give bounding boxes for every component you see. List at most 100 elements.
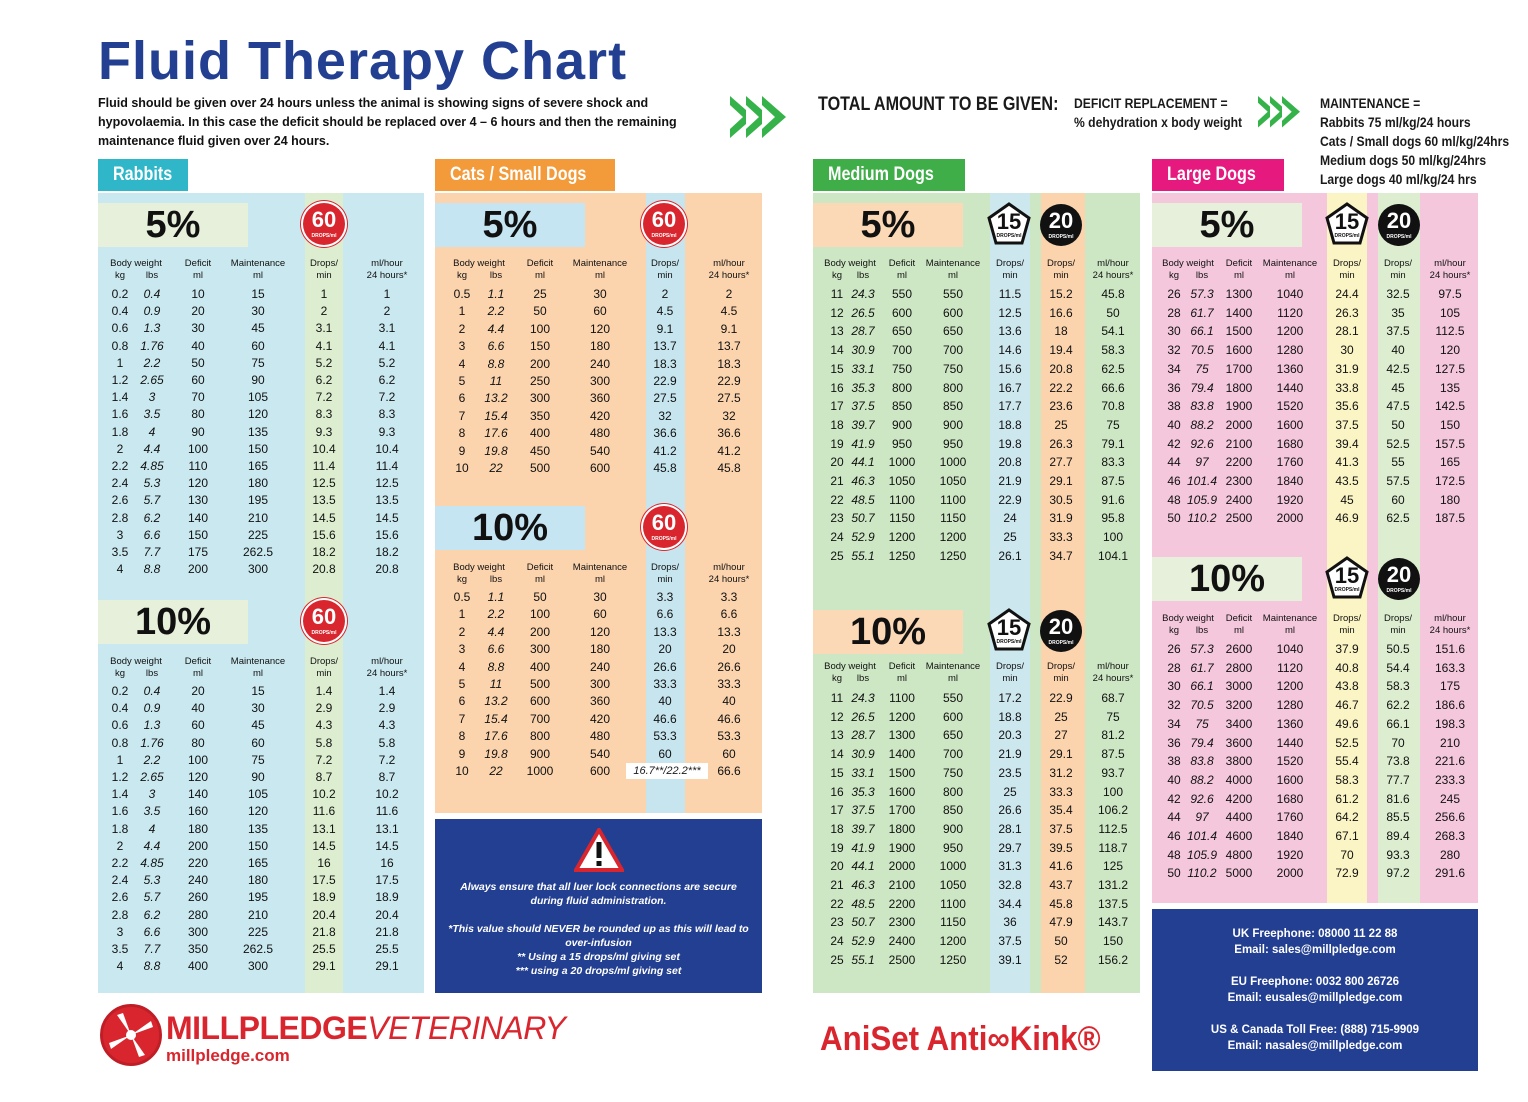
table-cell: 1440: [1276, 380, 1304, 395]
table-cell: 150: [1439, 417, 1461, 432]
table-cell: 600: [529, 694, 551, 709]
table-cell: 52.9: [851, 530, 875, 545]
table-cell: 245: [1439, 791, 1461, 806]
table-cell: 1280: [1276, 698, 1304, 713]
table-cell: 5.8: [315, 735, 333, 750]
table-cell: 16: [830, 380, 844, 395]
table-cell: 18: [1054, 324, 1068, 339]
table-cell: 2.6: [111, 890, 129, 905]
table-cell: 1500: [1225, 324, 1253, 339]
table-row: 40 88.2 4000 1600 58.3 77.7 233.3: [1152, 772, 1482, 790]
table-cell: 16.7: [998, 380, 1022, 395]
table-row: 1 2.2 50 75 5.2 5.2: [98, 355, 428, 373]
drops-column-stripe: [646, 193, 685, 813]
table-cell: 150: [187, 527, 209, 542]
table-cell: 3: [148, 787, 156, 802]
table-cell: 50: [1391, 417, 1405, 432]
table-cell: 26.6: [653, 659, 677, 674]
table-cell: 5.2: [315, 355, 333, 370]
millpledge-logo-icon: [100, 1004, 162, 1066]
header-body-weight: Body weight: [110, 656, 162, 667]
table-row: 18 39.7 1800 900 28.1 37.5 112.5: [813, 821, 1143, 839]
table-cell: 750: [942, 765, 964, 780]
table-row: 3.5 7.7 175 262.5 18.2 18.2: [98, 544, 428, 562]
table-cell: 15.2: [1049, 287, 1073, 301]
section-tab: Rabbits: [98, 159, 188, 191]
table-cell: 50.5: [1386, 642, 1410, 656]
table-cell: 18.9: [375, 890, 399, 905]
table-cell: 52: [1054, 952, 1068, 967]
table-row: 12 26.5 1200 600 18.8 25 75: [813, 709, 1143, 727]
table-cell: 19.8: [998, 436, 1022, 451]
table-cell: 400: [529, 426, 551, 441]
table-cell: 1200: [1276, 679, 1304, 694]
badge-number: 20: [1048, 208, 1074, 233]
table-cell: 850: [891, 399, 913, 414]
table-cell: 900: [891, 417, 913, 432]
table-cell: 14.6: [998, 343, 1022, 358]
table-cell: 9.1: [720, 321, 738, 336]
table-cell: 41.2: [653, 443, 677, 458]
table-cell: 83.8: [1190, 399, 1214, 414]
drops-15-badge-icon: 15 DROPS/ml: [1325, 556, 1369, 600]
maintenance-line: Cats / Small dogs 60 ml/kg/24hrs: [1320, 134, 1510, 149]
table-cell: 2.8: [111, 907, 129, 922]
table-cell: 125: [1102, 859, 1124, 874]
table-row: 1.8 4 180 135 13.1 13.1: [98, 821, 428, 839]
table-cell: 21.9: [998, 747, 1022, 762]
table-cell: 5.7: [143, 493, 161, 508]
table-cell: 33.3: [653, 677, 677, 691]
table-cell: 1: [458, 304, 466, 319]
table-cell: 55.4: [1335, 754, 1359, 769]
table-cell: 42.5: [1386, 361, 1410, 376]
table-cell: 9.3: [315, 424, 333, 439]
header-ml-hour: ml/hour: [1434, 613, 1466, 624]
table-cell: 2: [116, 838, 124, 853]
table-cell: 58.3: [1335, 772, 1359, 787]
header-drops-min-unit: min: [1339, 270, 1355, 281]
table-row: 1.6 3.5 160 120 11.6 11.6: [98, 803, 428, 821]
table-cell: 38: [1167, 754, 1181, 769]
table-row: 22 48.5 1100 1100 22.9 30.5 91.6: [813, 492, 1143, 510]
table-cell: 3: [458, 642, 466, 657]
table-cell: 60: [191, 718, 205, 733]
table-row: 3 6.6 150 225 15.6 15.6: [98, 527, 428, 545]
table-cell: 52.5: [1386, 436, 1410, 451]
table-cell: 0.5: [453, 287, 471, 301]
drops-20-badge-icon: 20 DROPS/ml: [1040, 204, 1082, 246]
table-cell: 27: [1054, 728, 1068, 743]
table-cell: 4: [116, 959, 124, 974]
table-row: 0.6 1.3 60 45 4.3 4.3: [98, 717, 428, 735]
table-cell: 300: [529, 391, 551, 406]
header-ml-hour-unit: 24 hours*: [366, 270, 408, 281]
table-row: 44 97 2200 1760 41.3 55 165: [1152, 454, 1482, 472]
table-cell: 30.9: [851, 747, 875, 762]
table-cell: 18.2: [375, 545, 399, 559]
table-cell: 54.1: [1101, 324, 1125, 339]
table-cell: 2: [116, 441, 124, 456]
table-cell: 143.7: [1097, 915, 1129, 930]
table-cell: 2600: [1225, 642, 1253, 656]
table-cell: 240: [187, 873, 209, 888]
intro-text: Fluid should be given over 24 hours unle…: [98, 96, 677, 148]
table-cell: 89.4: [1386, 829, 1410, 843]
table-cell: 3.1: [378, 321, 396, 336]
table-cell: 101.4: [1186, 474, 1218, 488]
table-cell: 120: [187, 770, 209, 784]
table-cell: 37.5: [1386, 324, 1410, 339]
badge-unit: DROPS/ml: [1048, 234, 1074, 240]
table-cell: 34.4: [998, 896, 1022, 911]
table-cell: 15.6: [998, 361, 1022, 376]
header-kg: kg: [456, 270, 468, 281]
table-cell: 175: [1439, 679, 1461, 694]
table-row: 18 39.7 900 900 18.8 25 75: [813, 417, 1143, 435]
table-row: 50 110.2 5000 2000 72.9 97.2 291.6: [1152, 865, 1482, 883]
table-cell: 2.2: [487, 607, 505, 622]
table-cell: 180: [1439, 492, 1461, 507]
table-cell: 39.5: [1049, 840, 1073, 855]
table-cell: 15: [251, 287, 265, 301]
table-cell: 15: [251, 684, 265, 698]
table-cell: 45: [251, 321, 265, 336]
table-cell: 46.6: [653, 711, 677, 726]
table-cell: 28.7: [851, 728, 875, 743]
